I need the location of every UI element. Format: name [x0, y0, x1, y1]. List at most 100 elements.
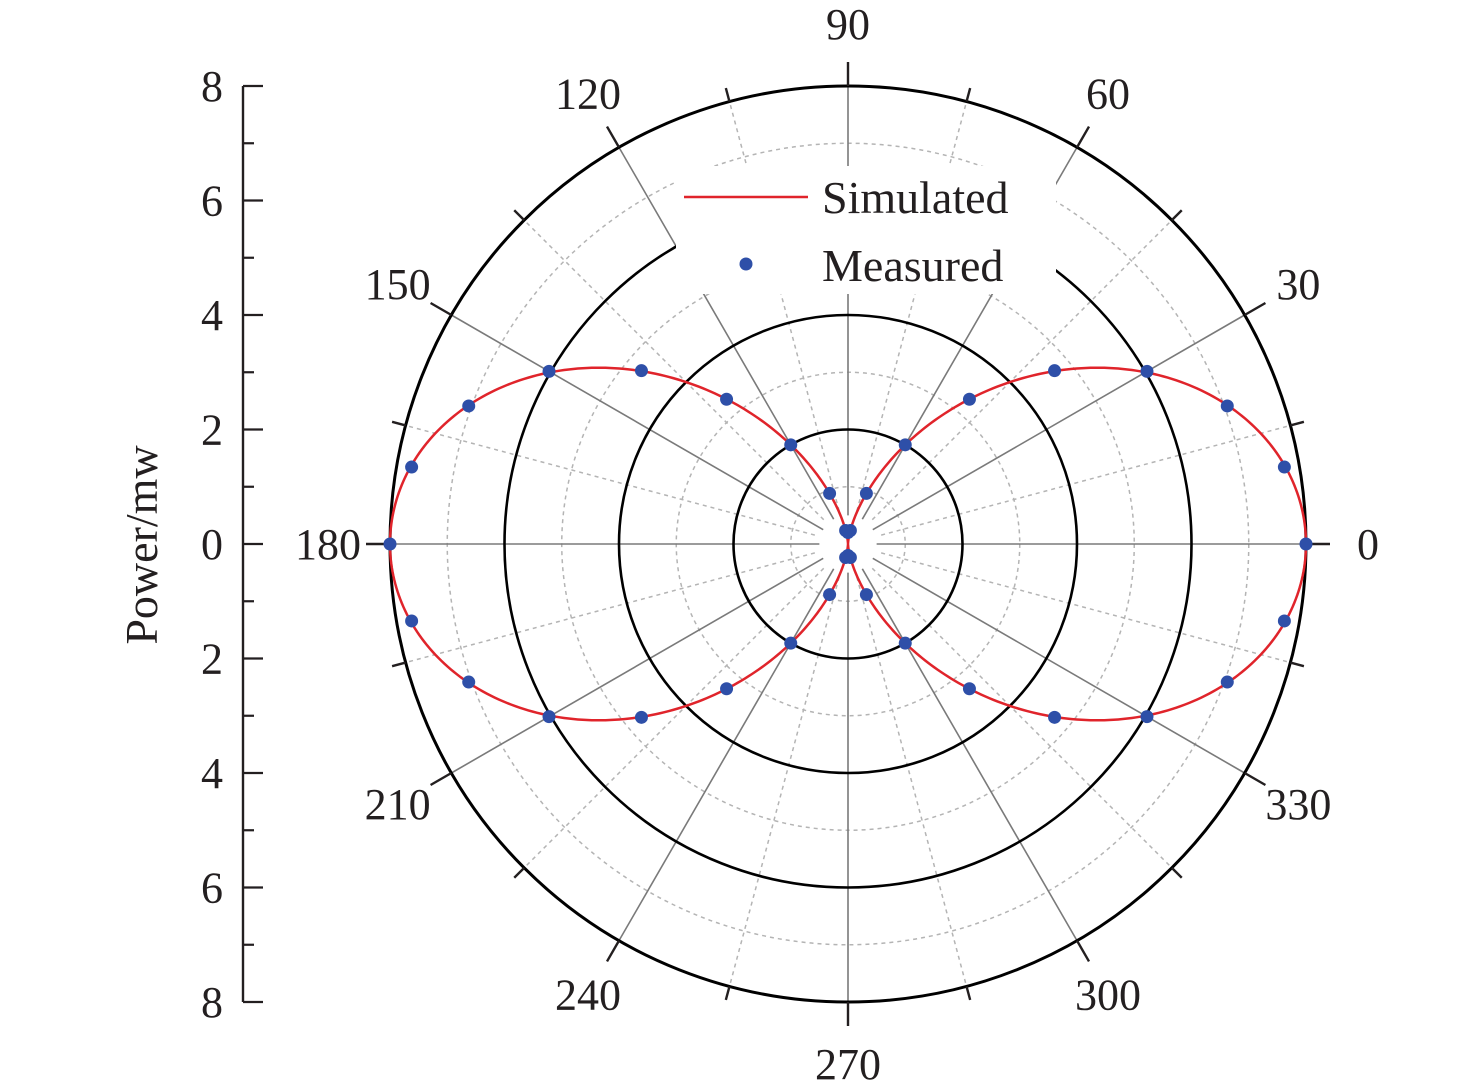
angular-spoke	[618, 568, 835, 942]
angle-tick	[1171, 867, 1183, 879]
angle-tick	[1244, 301, 1267, 317]
measured-point	[823, 588, 837, 602]
angle-label: 270	[815, 1040, 881, 1089]
measured-point	[462, 675, 476, 689]
measured-point	[784, 636, 798, 650]
minor-spoke	[871, 567, 1173, 869]
major-ring	[732, 428, 964, 660]
measured-point	[1277, 460, 1291, 474]
measured-point	[898, 636, 912, 650]
measured-point	[1048, 364, 1062, 378]
measured-point	[859, 588, 873, 602]
legend-measured-swatch	[739, 257, 753, 271]
measured-point	[405, 614, 419, 628]
angle-tick	[724, 986, 731, 1001]
angle-labels: 0 30 60 90 120 150 180 210 240 270 300 330	[295, 0, 1379, 1089]
measured-point	[1140, 364, 1154, 378]
angle-tick	[1171, 209, 1183, 221]
angle-label: 240	[555, 970, 621, 1019]
angle-tick	[429, 771, 452, 787]
measured-point	[405, 460, 419, 474]
measured-point	[843, 551, 857, 565]
angle-tick	[513, 209, 525, 221]
measured-point	[720, 682, 734, 696]
y-axis: 8 6 4 2 0 2 4 6 8	[201, 62, 263, 1027]
angle-label: 180	[295, 520, 361, 569]
angular-spoke	[872, 557, 1246, 774]
minor-spoke	[728, 576, 840, 987]
measured-point	[898, 438, 912, 452]
measured-point	[839, 523, 853, 537]
angle-tick	[965, 986, 972, 1001]
angular-spoke	[450, 314, 824, 531]
angle-label: 150	[365, 260, 431, 309]
angle-tick	[1290, 661, 1305, 668]
angle-tick-marks	[366, 62, 1330, 1026]
measured-point	[962, 392, 976, 406]
measured-point	[859, 486, 873, 500]
angle-tick	[513, 867, 525, 879]
minor-spoke	[405, 424, 816, 536]
angular-spoke	[618, 146, 835, 520]
measured-point	[634, 710, 648, 724]
major-ring	[617, 313, 1079, 775]
angle-tick	[965, 87, 972, 102]
angle-label: 0	[1357, 520, 1379, 569]
angle-tick	[1244, 771, 1267, 787]
measured-point	[1299, 537, 1313, 551]
minor-spoke	[523, 219, 825, 521]
minor-spoke	[405, 552, 816, 664]
y-tick-label: 4	[201, 749, 223, 798]
y-tick-label: 8	[201, 62, 223, 111]
measured-point	[383, 537, 397, 551]
angle-label: 210	[365, 780, 431, 829]
legend: Simulated Measured	[676, 166, 1056, 294]
measured-point	[542, 710, 556, 724]
measured-point	[1048, 710, 1062, 724]
angle-label: 30	[1276, 260, 1320, 309]
angle-tick	[1290, 420, 1305, 427]
measured-point	[542, 364, 556, 378]
measured-point	[462, 399, 476, 413]
y-tick-label: 8	[201, 978, 223, 1027]
y-tick-label: 2	[201, 635, 223, 684]
y-tick-label: 4	[201, 291, 223, 340]
angle-label: 120	[555, 70, 621, 119]
angle-label: 90	[826, 0, 870, 49]
angle-tick	[429, 301, 452, 317]
y-tick-label: 6	[201, 864, 223, 913]
measured-point	[1277, 614, 1291, 628]
measured-point	[720, 392, 734, 406]
angle-label: 300	[1075, 970, 1141, 1019]
y-tick-label: 0	[201, 520, 223, 569]
legend-measured-label: Measured	[822, 240, 1003, 291]
minor-spoke	[523, 567, 825, 869]
measured-point	[1220, 399, 1234, 413]
measured-point	[962, 682, 976, 696]
angle-label: 330	[1265, 780, 1331, 829]
angle-tick	[724, 87, 731, 102]
angle-tick	[605, 125, 621, 148]
angle-tick	[391, 661, 406, 668]
angular-spoke	[450, 557, 824, 774]
angle-tick	[1075, 125, 1091, 148]
angle-tick	[1075, 940, 1091, 963]
angular-spoke	[872, 314, 1246, 531]
angle-label: 60	[1086, 70, 1130, 119]
legend-simulated-label: Simulated	[822, 172, 1009, 223]
measured-point	[823, 486, 837, 500]
angular-spoke	[861, 568, 1078, 942]
minor-spoke	[880, 552, 1291, 664]
y-axis-label: Power/mw	[116, 445, 167, 645]
minor-spoke	[856, 576, 968, 987]
measured-point	[634, 364, 648, 378]
y-tick-label: 2	[201, 406, 223, 455]
y-tick-label: 6	[201, 177, 223, 226]
angular-spokes	[390, 86, 1306, 1002]
minor-spoke	[880, 424, 1291, 536]
measured-point	[1140, 710, 1154, 724]
measured-point	[1220, 675, 1234, 689]
series-measured	[383, 364, 1313, 724]
angle-tick	[605, 940, 621, 963]
